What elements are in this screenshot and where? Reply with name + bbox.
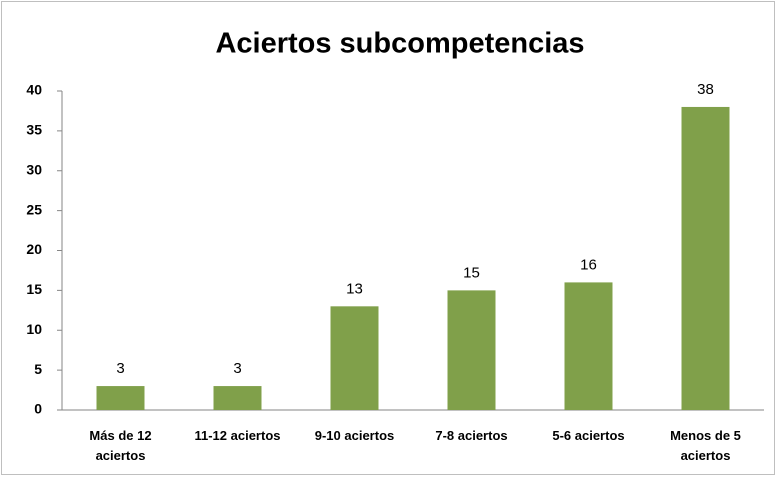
- bar: [96, 386, 145, 410]
- y-tick-label: 10: [26, 321, 42, 337]
- bar: [681, 106, 730, 410]
- x-tick-label: Menos de 5 aciertos: [670, 428, 741, 463]
- y-tick-label: 20: [26, 241, 42, 257]
- data-label: 3: [116, 360, 124, 377]
- y-tick-label: 30: [26, 161, 42, 177]
- bar: [447, 290, 496, 410]
- y-tick-label: 15: [26, 281, 42, 297]
- x-tick-label: 9-10 aciertos: [314, 428, 395, 443]
- data-label: 38: [697, 81, 714, 98]
- data-label: 16: [580, 256, 597, 273]
- y-tick-label: 35: [26, 122, 42, 138]
- bar: [330, 306, 379, 410]
- data-label: 3: [233, 360, 241, 377]
- x-tick-label: 5-6 aciertos: [552, 428, 625, 443]
- y-tick-label: 5: [34, 361, 42, 377]
- y-tick-label: 0: [34, 401, 42, 417]
- data-label: 13: [346, 280, 363, 297]
- data-label: 15: [463, 264, 480, 281]
- bar: [564, 282, 613, 410]
- bar: [213, 386, 262, 410]
- y-tick-label: 40: [26, 82, 42, 98]
- x-tick-label: Más de 12 aciertos: [89, 428, 152, 463]
- chart-title: Aciertos subcompetencias: [215, 28, 584, 60]
- x-tick-label: 11-12 aciertos: [194, 428, 281, 443]
- y-tick-label: 25: [26, 201, 42, 217]
- x-tick-label: 7-8 aciertos: [435, 428, 508, 443]
